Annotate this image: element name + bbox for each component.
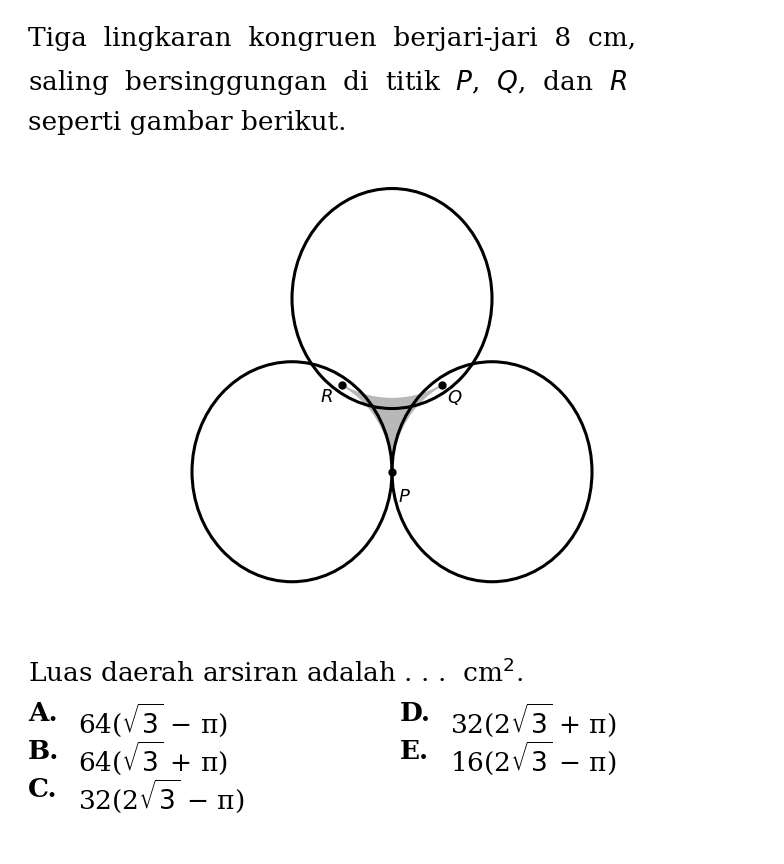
Text: saling  bersinggungan  di  titik  $P$,  $Q$,  dan  $R$: saling bersinggungan di titik $P$, $Q$, … — [28, 68, 627, 97]
Text: 32(2$\sqrt{3}$ + π): 32(2$\sqrt{3}$ + π) — [450, 701, 616, 739]
Text: Luas daerah arsiran adalah . . .  cm$^2$.: Luas daerah arsiran adalah . . . cm$^2$. — [28, 659, 523, 688]
Text: $\mathit{R}$: $\mathit{R}$ — [320, 388, 332, 406]
Text: seperti gambar berikut.: seperti gambar berikut. — [28, 110, 347, 135]
Text: 16(2$\sqrt{3}$ − π): 16(2$\sqrt{3}$ − π) — [450, 739, 616, 777]
Text: 32(2$\sqrt{3}$ − π): 32(2$\sqrt{3}$ − π) — [78, 777, 245, 815]
Text: 64($\sqrt{3}$ + π): 64($\sqrt{3}$ + π) — [78, 739, 228, 777]
Text: $\mathit{Q}$: $\mathit{Q}$ — [447, 388, 463, 407]
Text: D.: D. — [400, 701, 431, 726]
Text: B.: B. — [28, 739, 60, 764]
Text: C.: C. — [28, 777, 58, 802]
Text: E.: E. — [400, 739, 429, 764]
Text: Tiga  lingkaran  kongruen  berjari-jari  8  cm,: Tiga lingkaran kongruen berjari-jari 8 c… — [28, 26, 636, 51]
Text: A.: A. — [28, 701, 58, 726]
Text: $\mathit{P}$: $\mathit{P}$ — [398, 488, 411, 505]
Polygon shape — [342, 385, 442, 472]
Text: 64($\sqrt{3}$ − π): 64($\sqrt{3}$ − π) — [78, 701, 228, 739]
